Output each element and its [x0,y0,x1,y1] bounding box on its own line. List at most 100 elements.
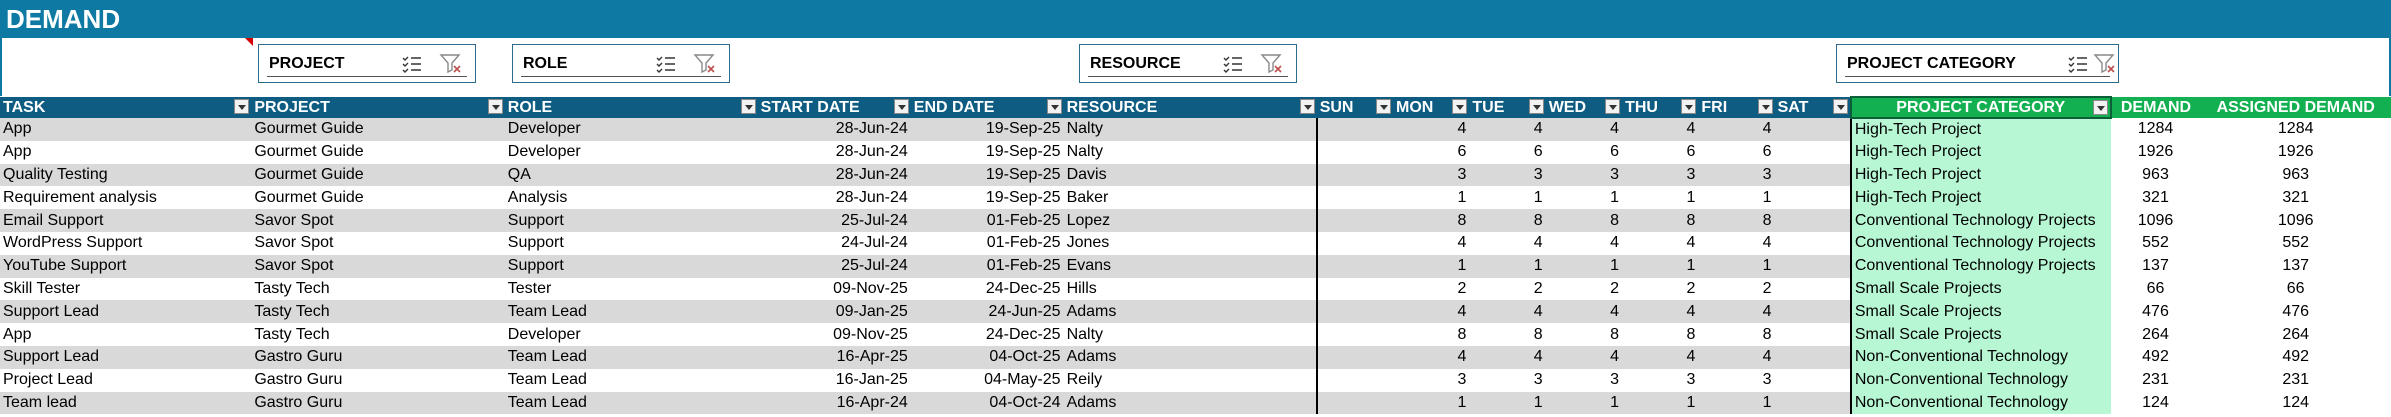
cell-start-date[interactable]: 28-Jun-24 [757,118,911,141]
cell-demand[interactable]: 1926 [2110,140,2201,164]
cell-role[interactable]: Team Lead [504,300,758,324]
cell-wed[interactable]: 8 [1545,323,1623,346]
cell-assigned-demand[interactable]: 231 [2200,368,2391,392]
cell-sat[interactable] [1774,300,1852,324]
cell-tue[interactable]: 3 [1469,163,1546,187]
cell-role[interactable]: Team Lead [504,345,758,369]
cell-task[interactable]: Support Lead [0,300,252,324]
cell-end-date[interactable]: 01-Feb-25 [910,231,1064,255]
cell-tue[interactable]: 1 [1469,186,1546,210]
cell-thu[interactable]: 1 [1622,254,1699,278]
cell-role[interactable]: Developer [504,118,758,141]
cell-task[interactable]: App [0,323,252,346]
cell-sat[interactable] [1774,277,1852,301]
cell-project-category[interactable]: Non-Conventional Technology [1849,345,2111,369]
cell-wed[interactable]: 4 [1545,231,1623,255]
cell-sun[interactable] [1315,368,1394,392]
column-header-tue[interactable]: TUE [1469,97,1546,118]
cell-resource[interactable]: Baker [1063,186,1317,210]
cell-mon[interactable]: 1 [1393,254,1470,278]
cell-demand[interactable]: 124 [2110,391,2201,415]
cell-project[interactable]: Savor Spot [251,254,505,278]
cell-project[interactable]: Tasty Tech [251,323,505,346]
cell-start-date[interactable]: 09-Jan-25 [757,300,911,324]
cell-role[interactable]: Analysis [504,186,758,210]
cell-end-date[interactable]: 19-Sep-25 [910,163,1064,187]
cell-wed[interactable]: 4 [1545,345,1623,369]
cell-role[interactable]: Support [504,209,758,232]
cell-sun[interactable] [1315,300,1394,324]
cell-wed[interactable]: 3 [1545,163,1623,187]
cell-thu[interactable]: 3 [1622,368,1699,392]
clear-filter-icon[interactable] [439,53,463,75]
cell-resource[interactable]: Adams [1063,300,1317,324]
cell-sat[interactable] [1774,368,1852,392]
resource-slicer[interactable]: RESOURCE [1079,44,1297,83]
multi-select-icon[interactable] [2067,54,2089,74]
cell-end-date[interactable]: 04-Oct-25 [910,345,1064,369]
cell-resource[interactable]: Evans [1063,254,1317,278]
cell-sun[interactable] [1315,186,1394,210]
cell-project[interactable]: Gourmet Guide [251,118,505,141]
cell-assigned-demand[interactable]: 66 [2200,277,2391,301]
cell-fri[interactable]: 1 [1698,186,1775,210]
cell-wed[interactable]: 3 [1545,368,1623,392]
cell-project[interactable]: Gourmet Guide [251,186,505,210]
cell-resource[interactable]: Adams [1063,391,1317,415]
clear-filter-icon[interactable] [2093,53,2117,75]
cell-resource[interactable]: Nalty [1063,118,1317,141]
cell-demand[interactable]: 321 [2110,186,2201,210]
cell-fri[interactable]: 2 [1698,277,1775,301]
cell-assigned-demand[interactable]: 264 [2200,323,2391,346]
filter-dropdown-icon[interactable] [1605,99,1621,114]
cell-demand[interactable]: 1284 [2110,118,2201,141]
cell-tue[interactable]: 4 [1469,300,1546,324]
cell-sat[interactable] [1774,345,1852,369]
cell-mon[interactable]: 1 [1393,391,1470,415]
cell-resource[interactable]: Nalty [1063,323,1317,346]
cell-demand[interactable]: 552 [2110,231,2201,255]
cell-resource[interactable]: Hills [1063,277,1317,301]
cell-resource[interactable]: Adams [1063,345,1317,369]
cell-assigned-demand[interactable]: 963 [2200,163,2391,187]
cell-tue[interactable]: 1 [1469,254,1546,278]
cell-wed[interactable]: 1 [1545,186,1623,210]
cell-end-date[interactable]: 04-May-25 [910,368,1064,392]
cell-fri[interactable]: 6 [1698,140,1775,164]
filter-dropdown-icon[interactable] [234,99,250,114]
cell-mon[interactable]: 6 [1393,140,1470,164]
column-header-resource[interactable]: RESOURCE [1063,97,1317,118]
cell-resource[interactable]: Nalty [1063,140,1317,164]
cell-start-date[interactable]: 25-Jul-24 [757,254,911,278]
cell-role[interactable]: Team Lead [504,391,758,415]
cell-mon[interactable]: 3 [1393,368,1470,392]
cell-start-date[interactable]: 25-Jul-24 [757,209,911,232]
cell-resource[interactable]: Reily [1063,368,1317,392]
cell-thu[interactable]: 6 [1622,140,1699,164]
column-header-project[interactable]: PROJECT [251,97,505,118]
cell-project[interactable]: Gourmet Guide [251,140,505,164]
cell-demand[interactable]: 66 [2110,277,2201,301]
cell-start-date[interactable]: 16-Jan-25 [757,368,911,392]
cell-sun[interactable] [1315,391,1394,415]
cell-demand[interactable]: 137 [2110,254,2201,278]
cell-assigned-demand[interactable]: 321 [2200,186,2391,210]
cell-resource[interactable]: Jones [1063,231,1317,255]
filter-dropdown-icon[interactable] [740,99,756,114]
cell-start-date[interactable]: 28-Jun-24 [757,140,911,164]
clear-filter-icon[interactable] [693,53,717,75]
cell-sat[interactable] [1774,140,1852,164]
cell-fri[interactable]: 4 [1698,345,1775,369]
cell-demand[interactable]: 476 [2110,300,2201,324]
cell-start-date[interactable]: 16-Apr-25 [757,345,911,369]
filter-dropdown-icon[interactable] [1528,99,1544,114]
column-header-assigned-demand[interactable]: ASSIGNED DEMAND [2200,97,2391,118]
cell-role[interactable]: QA [504,163,758,187]
cell-task[interactable]: Quality Testing [0,163,252,187]
cell-project-category[interactable]: Conventional Technology Projects [1849,254,2111,278]
cell-project-category[interactable]: Non-Conventional Technology [1849,368,2111,392]
column-header-thu[interactable]: THU [1622,97,1699,118]
cell-tue[interactable]: 8 [1469,209,1546,232]
filter-dropdown-icon[interactable] [487,99,503,114]
cell-assigned-demand[interactable]: 492 [2200,345,2391,369]
